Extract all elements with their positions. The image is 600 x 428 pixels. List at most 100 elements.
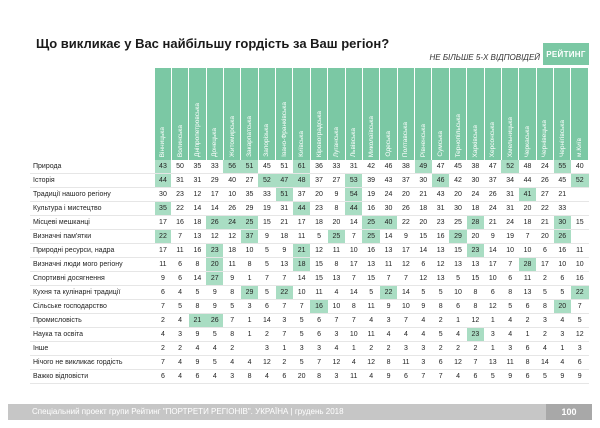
region-label: Луганська xyxy=(332,126,340,157)
table-cell: 7 xyxy=(414,369,432,384)
table-cell xyxy=(240,341,259,356)
table-cell: 6 xyxy=(171,271,189,286)
table-cell: 16 xyxy=(362,201,380,216)
table-cell: 18 xyxy=(518,215,537,230)
table-cell: 20 xyxy=(310,187,328,202)
table-cell: 5 xyxy=(206,355,224,370)
table-cell: 5 xyxy=(310,229,328,244)
table-cell: 4 xyxy=(449,369,467,384)
region-header: Харківська xyxy=(466,68,485,160)
table-cell: 8 xyxy=(379,355,398,370)
table-cell: 5 xyxy=(431,285,450,300)
region-label: Дніпропетровська xyxy=(193,103,201,157)
table-cell: 1 xyxy=(484,313,502,328)
table-cell: 30 xyxy=(553,215,571,230)
table-cell: 7 xyxy=(171,229,189,244)
table-cell: 21 xyxy=(536,215,554,230)
table-cell: 10 xyxy=(397,299,415,314)
table-cell: 17 xyxy=(206,187,224,202)
table-cell: 31 xyxy=(501,187,519,202)
region-label: Миколаївська xyxy=(367,115,375,157)
table-cell: 5 xyxy=(258,285,276,300)
table-cell: 15 xyxy=(449,243,467,258)
table-cell: 7 xyxy=(379,271,398,286)
table-cell: 44 xyxy=(292,201,311,216)
table-cell: 6 xyxy=(518,299,537,314)
table-cell: 25 xyxy=(240,215,259,230)
table-row: Сільське господарство 7 5 8 9 5 3 6 7 7 16 10 8 11 9 10… xyxy=(30,299,589,314)
table-cell: 5 xyxy=(258,257,276,272)
table-cell: 51 xyxy=(275,160,293,174)
table-cell: 29 xyxy=(206,173,224,188)
table-cell: 7 xyxy=(501,257,519,272)
table-cell: 12 xyxy=(327,355,346,370)
table-cell: 8 xyxy=(466,285,485,300)
table-cell: 6 xyxy=(570,355,589,370)
table-cell: 48 xyxy=(518,160,537,174)
table-cell: 13 xyxy=(518,285,537,300)
table-cell: 8 xyxy=(327,201,346,216)
table-cell: 5 xyxy=(449,271,467,286)
table-cell: 19 xyxy=(501,229,519,244)
table-cell: 22 xyxy=(154,229,172,244)
table-cell: 5 xyxy=(292,355,311,370)
table-cell: 26 xyxy=(397,201,415,216)
table-row: Важко відповісти 6 4 6 4 3 8 4 6 20 8 3 11 4 9 6 7 7 4 6 5 9 6… xyxy=(30,369,589,384)
table-cell: 42 xyxy=(362,160,380,174)
table-cell: 44 xyxy=(518,173,537,188)
region-header: Житомирська xyxy=(223,68,242,160)
table-cell: 23 xyxy=(431,215,450,230)
table-cell: 10 xyxy=(484,271,502,286)
table-cell: 18 xyxy=(275,229,293,244)
table-cell: 3 xyxy=(275,313,293,328)
table-cell: 2 xyxy=(536,271,554,286)
table-cell: 1 xyxy=(484,341,502,356)
table-cell: 38 xyxy=(397,160,415,174)
region-header: Чернігівська xyxy=(553,68,572,160)
table-cell: 28 xyxy=(466,215,485,230)
table-cell: 7 xyxy=(275,271,293,286)
table-cell: 8 xyxy=(327,257,346,272)
table-cell: 9 xyxy=(501,369,519,384)
table-cell: 18 xyxy=(188,215,207,230)
table-cell: 5 xyxy=(414,285,432,300)
table-cell: 8 xyxy=(431,299,450,314)
table-cell: 6 xyxy=(431,355,450,370)
table-cell: 2 xyxy=(431,313,450,328)
table-cell: 6 xyxy=(449,299,467,314)
table-cell: 5 xyxy=(431,327,450,342)
table-cell: 25 xyxy=(362,229,380,244)
table-cell: 12 xyxy=(484,299,502,314)
table-cell: 52 xyxy=(570,173,589,188)
table-cell: 4 xyxy=(397,327,415,342)
region-header: Хмельницька xyxy=(501,68,520,160)
table-cell: 3 xyxy=(414,355,432,370)
table-cell: 14 xyxy=(484,243,502,258)
table-cell: 11 xyxy=(379,257,398,272)
table-cell: 2 xyxy=(362,341,380,356)
table-cell: 13 xyxy=(327,271,346,286)
table-cell: 17 xyxy=(484,257,502,272)
table-cell: 5 xyxy=(171,299,189,314)
table-cell: 3 xyxy=(536,313,554,328)
table-cell: 23 xyxy=(466,327,485,342)
table-cell: 43 xyxy=(431,187,450,202)
table-cell: 6 xyxy=(397,369,415,384)
table-cell: 12 xyxy=(397,257,415,272)
table-cell: 1 xyxy=(553,341,571,356)
table-cell: 2 xyxy=(449,341,467,356)
row-label: Важко відповісти xyxy=(30,369,155,384)
table-cell xyxy=(570,229,589,244)
table-cell: 3 xyxy=(171,327,189,342)
table-cell: 17 xyxy=(292,215,311,230)
table-cell: 3 xyxy=(379,313,398,328)
table-cell: 14 xyxy=(345,285,363,300)
table-cell: 15 xyxy=(310,257,328,272)
table-cell: 5 xyxy=(206,327,224,342)
table-cell: 4 xyxy=(223,355,241,370)
table-cell: 4 xyxy=(327,341,346,356)
table-cell: 2 xyxy=(171,341,189,356)
table-cell: 9 xyxy=(188,355,207,370)
table-cell: 4 xyxy=(501,313,519,328)
region-header: Закарпатська xyxy=(240,68,259,160)
